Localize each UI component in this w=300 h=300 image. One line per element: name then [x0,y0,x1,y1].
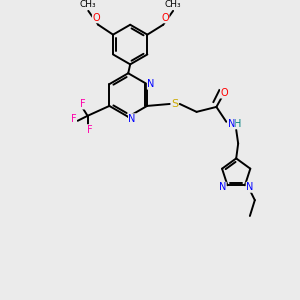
Text: F: F [71,114,76,124]
Text: N: N [128,114,136,124]
Text: N: N [246,182,254,192]
Text: O: O [220,88,228,98]
Text: N: N [147,79,155,89]
Text: N: N [219,182,226,192]
Text: CH₃: CH₃ [165,0,182,9]
Text: O: O [92,13,100,23]
Text: CH₃: CH₃ [80,0,97,9]
Text: N: N [228,119,235,129]
Text: O: O [161,13,169,23]
Text: H: H [235,119,242,129]
Text: S: S [171,99,178,109]
Text: F: F [87,125,92,135]
Text: F: F [80,99,86,109]
